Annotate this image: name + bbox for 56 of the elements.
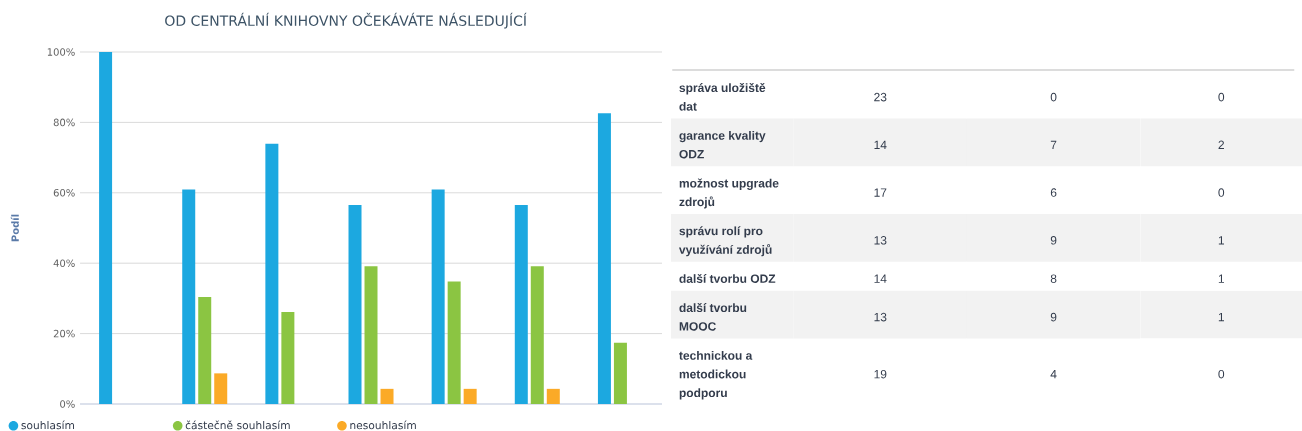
category-label: další tvorbu MOOC — [679, 302, 747, 331]
y-tick-label: 100% — [47, 48, 75, 56]
data-label: 19 — [874, 369, 887, 379]
category-label: možnost upgrade zdrojů — [679, 178, 779, 209]
y-tick-label: 20% — [53, 329, 75, 338]
data-label: 1 — [1218, 274, 1225, 283]
data-label: 13 — [874, 312, 887, 322]
data-label: 13 — [874, 236, 887, 245]
bar — [431, 189, 445, 404]
y-tick-label: 0% — [60, 400, 75, 408]
data-label: 0 — [1218, 369, 1225, 379]
data-label: 17 — [874, 188, 887, 197]
data-label: 14 — [874, 274, 887, 283]
bar — [546, 388, 560, 404]
y-tick-label: 80% — [53, 118, 75, 127]
data-label: 0 — [1050, 92, 1057, 102]
category-label: správa uložiště dat — [679, 82, 766, 111]
data-label: 1 — [1218, 236, 1225, 245]
bar — [182, 189, 196, 404]
bar — [265, 143, 279, 404]
data-label: 23 — [874, 92, 887, 102]
data-label: 6 — [1050, 188, 1057, 197]
bar — [447, 281, 461, 404]
bar — [198, 296, 212, 404]
bar — [364, 266, 378, 404]
bar — [597, 113, 611, 404]
y-tick-label: 40% — [53, 259, 75, 267]
data-label: 0 — [1218, 92, 1225, 102]
legend-label: souhlasím — [21, 420, 74, 430]
data-label: 2 — [1218, 140, 1224, 149]
data-label: 9 — [1050, 312, 1057, 322]
data-label: 0 — [1218, 188, 1225, 197]
data-label: 14 — [874, 140, 887, 149]
bar — [380, 388, 394, 404]
bar — [214, 373, 228, 404]
bar — [613, 342, 627, 404]
bar — [463, 388, 477, 404]
bar — [348, 205, 362, 404]
data-label: 7 — [1050, 140, 1057, 149]
bar — [530, 266, 544, 404]
y-axis-title: Podíl — [10, 214, 19, 242]
chart-title: OD CENTRÁLNÍ KNIHOVNY OČEKÁVÁTE NÁSLEDUJÍCÍ — [165, 12, 527, 29]
bar — [514, 205, 528, 404]
category-label: garance kvality ODZ — [679, 130, 766, 159]
bar — [99, 51, 113, 404]
category-label: správu rolí pro využívání zdrojů — [678, 226, 772, 257]
legend-label: nesouhlasím — [350, 420, 416, 430]
data-label: 1 — [1218, 312, 1225, 322]
y-tick-label: 60% — [53, 189, 75, 197]
legend-label: částečně souhlasím — [185, 420, 290, 430]
data-label: 9 — [1050, 236, 1057, 245]
data-label: 4 — [1050, 370, 1057, 379]
data-label: 8 — [1050, 274, 1057, 283]
category-label: technickou a metodickou podporu — [679, 350, 753, 400]
bar — [281, 312, 295, 404]
category-label: další tvorbu ODZ — [679, 273, 776, 283]
